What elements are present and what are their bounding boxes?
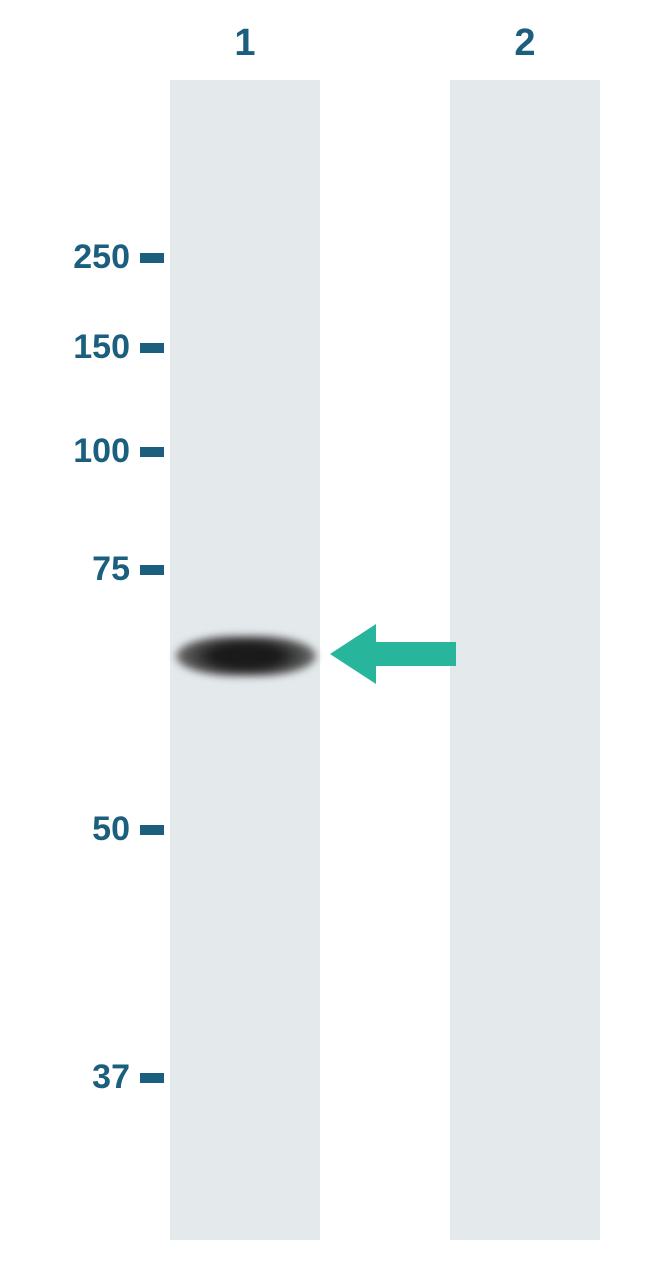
lane-2 [450,80,600,1240]
mw-marker-37: 37 [92,1058,130,1097]
protein-band [176,636,316,676]
mw-marker-250: 250 [73,238,130,277]
western-blot-figure: 1 2 250 150 100 75 50 37 [0,0,650,1270]
lane-1-label: 1 [230,22,260,65]
lane-2-label: 2 [510,22,540,65]
mw-tick-100 [140,447,164,457]
mw-tick-250 [140,253,164,263]
mw-marker-50: 50 [92,810,130,849]
band-arrow-icon [330,624,456,684]
mw-marker-75: 75 [92,550,130,589]
mw-tick-75 [140,565,164,575]
mw-tick-150 [140,343,164,353]
mw-tick-37 [140,1073,164,1083]
mw-marker-150: 150 [73,328,130,367]
mw-marker-100: 100 [73,432,130,471]
mw-tick-50 [140,825,164,835]
